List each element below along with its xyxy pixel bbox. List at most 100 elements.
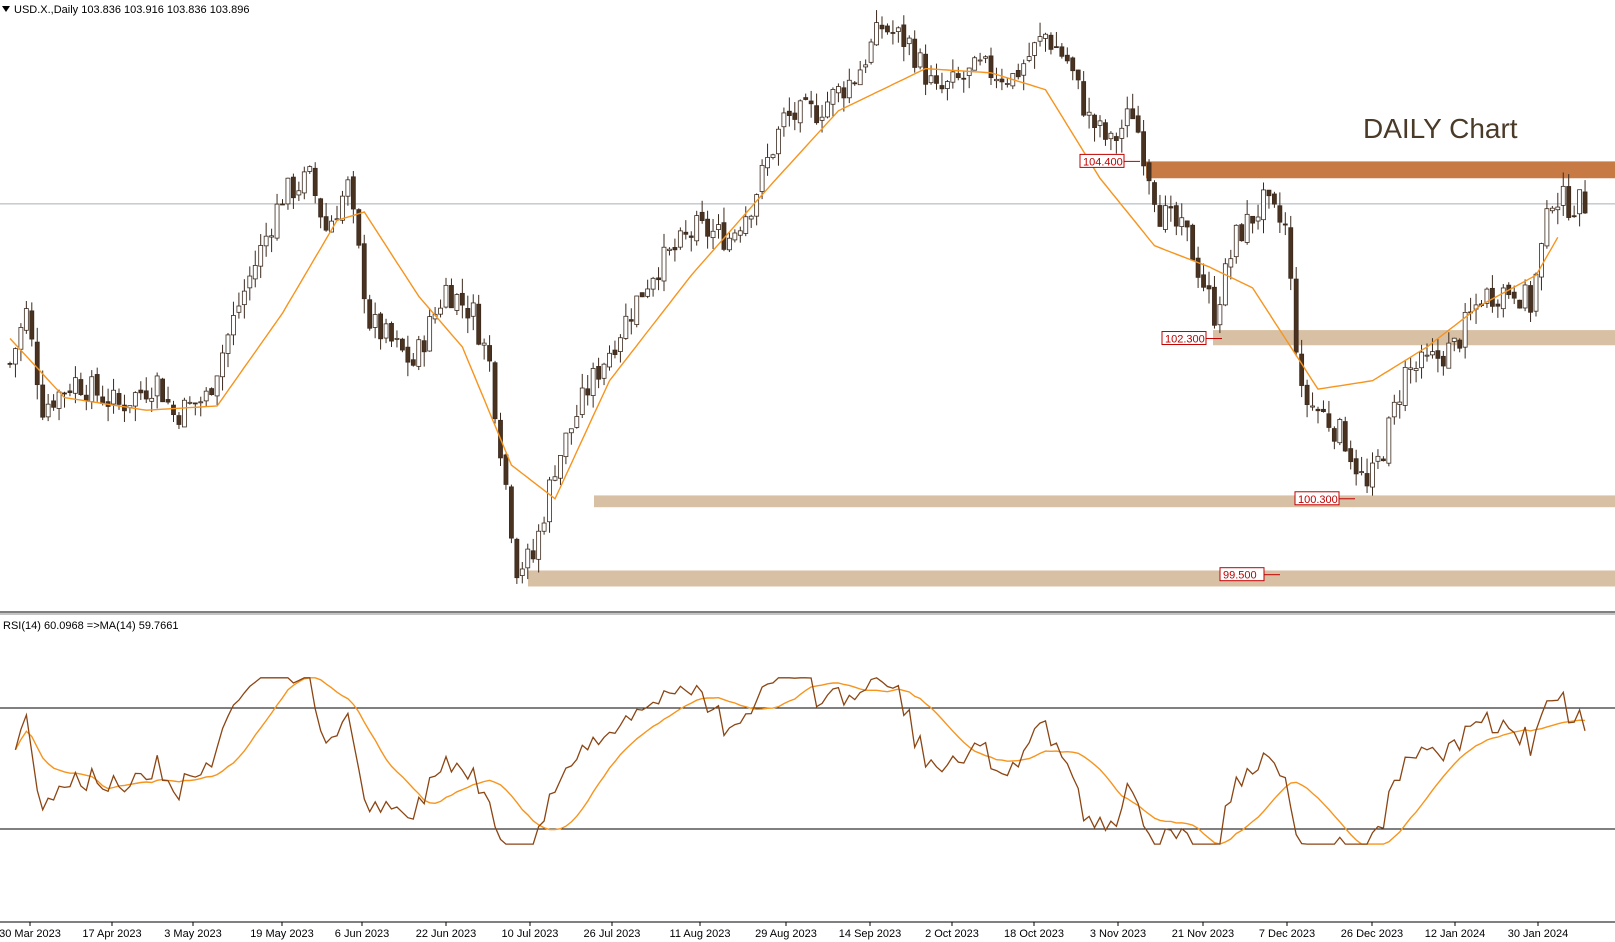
candle-down: [585, 388, 591, 396]
candle-up: [694, 215, 700, 242]
candle-up: [1424, 354, 1430, 357]
candle-up: [438, 307, 443, 315]
candle-down: [683, 231, 689, 235]
candle-up: [623, 315, 629, 339]
candle-up: [383, 323, 389, 339]
candle-up: [1021, 63, 1027, 76]
candle-down: [1059, 46, 1065, 57]
candle-up: [1043, 33, 1048, 39]
candle-down: [1304, 384, 1310, 406]
candle-up: [1413, 368, 1419, 371]
x-tick-label: 26 Jul 2023: [584, 928, 641, 940]
candle-down: [852, 82, 858, 85]
candle-down: [999, 78, 1005, 83]
candle-up: [650, 277, 656, 290]
candle-up: [1359, 471, 1364, 474]
candle-down: [465, 308, 471, 319]
candle-up: [568, 428, 574, 434]
candle-down: [1173, 205, 1179, 227]
candle-up: [1386, 417, 1392, 464]
candle-up: [13, 348, 18, 365]
candle-up: [928, 75, 934, 84]
candle-up: [857, 69, 863, 86]
candle-up: [754, 194, 760, 217]
candle-up: [454, 294, 460, 311]
candle-down: [1495, 303, 1501, 307]
candle-up: [776, 128, 781, 155]
price-panel: 104.400 102.300 100.300 99.500 USD.X.,Daily…: [0, 4, 1615, 587]
candle-down: [1206, 285, 1212, 290]
x-axis-ticks: 30 Mar 2023 17 Apr 2023 3 May 2023 19 May 2…: [0, 922, 1568, 940]
candle-down: [1353, 458, 1359, 475]
candle-down: [934, 75, 939, 84]
candle-up: [1179, 217, 1185, 227]
candle-up: [677, 230, 683, 248]
candle-down: [100, 396, 106, 404]
candle-down: [1517, 299, 1523, 309]
candle-up: [307, 166, 313, 172]
zone-band: [1213, 330, 1615, 346]
x-tick-label: 26 Dec 2023: [1341, 928, 1403, 940]
candle-up: [563, 432, 569, 458]
candle-down: [51, 400, 56, 408]
moving-average-line: [9, 67, 1559, 500]
candle-down: [34, 341, 40, 386]
candle-up: [258, 245, 264, 267]
candle-up: [345, 179, 351, 197]
candle-up: [797, 100, 803, 124]
candle-up: [994, 78, 999, 82]
candle-down: [890, 32, 896, 34]
candle-down: [1331, 428, 1337, 442]
level-label: 102.300: [1165, 334, 1205, 346]
candle-up: [132, 392, 138, 407]
candle-down: [1348, 448, 1354, 463]
candle-down: [389, 322, 394, 342]
candle-up: [917, 52, 923, 68]
candle-down: [83, 394, 89, 401]
candle-up: [203, 390, 209, 402]
candle-up: [247, 275, 253, 289]
candle-up: [1119, 127, 1125, 139]
candle-up: [1408, 367, 1414, 370]
candle-up: [1163, 205, 1168, 230]
header-triangle-icon[interactable]: [2, 6, 10, 12]
candle-down: [912, 38, 918, 68]
candle-up: [1310, 405, 1315, 408]
candle-down: [1381, 458, 1386, 462]
candle-down: [1070, 57, 1076, 72]
level-label: 99.500: [1223, 570, 1257, 582]
x-tick-label: 29 Aug 2023: [755, 928, 817, 940]
candle-down: [29, 310, 35, 340]
candle-down: [1511, 291, 1517, 299]
candle-up: [220, 352, 225, 378]
candle-down: [1015, 70, 1021, 78]
candle-down: [1321, 408, 1326, 413]
candle-up: [732, 232, 738, 241]
candle-down: [1130, 108, 1136, 120]
candle-down: [1075, 69, 1081, 81]
candle-up: [1462, 311, 1468, 348]
candle-down: [672, 247, 678, 251]
candle-up: [977, 59, 983, 62]
candle-down: [356, 209, 362, 246]
candle-down: [1299, 353, 1305, 386]
candle-down: [628, 319, 634, 322]
candle-up: [661, 246, 667, 282]
candle-down: [1092, 114, 1097, 129]
candle-up: [23, 308, 29, 331]
candle-up: [983, 56, 988, 59]
rsi-panel: RSI(14) 60.0968 =>MA(14) 59.7661: [0, 620, 1615, 845]
candle-down: [1135, 115, 1141, 133]
candle-up: [590, 368, 596, 396]
candle-down: [1141, 131, 1146, 167]
x-tick-label: 10 Jul 2023: [502, 928, 559, 940]
candle-up: [552, 476, 558, 481]
candle-down: [1272, 193, 1277, 205]
candle-up: [111, 389, 116, 405]
candle-up: [710, 230, 716, 239]
candle-down: [67, 390, 73, 394]
candlesticks: [7, 10, 1588, 584]
candle-up: [574, 416, 580, 428]
candle-up: [759, 165, 765, 192]
candle-up: [770, 154, 776, 158]
